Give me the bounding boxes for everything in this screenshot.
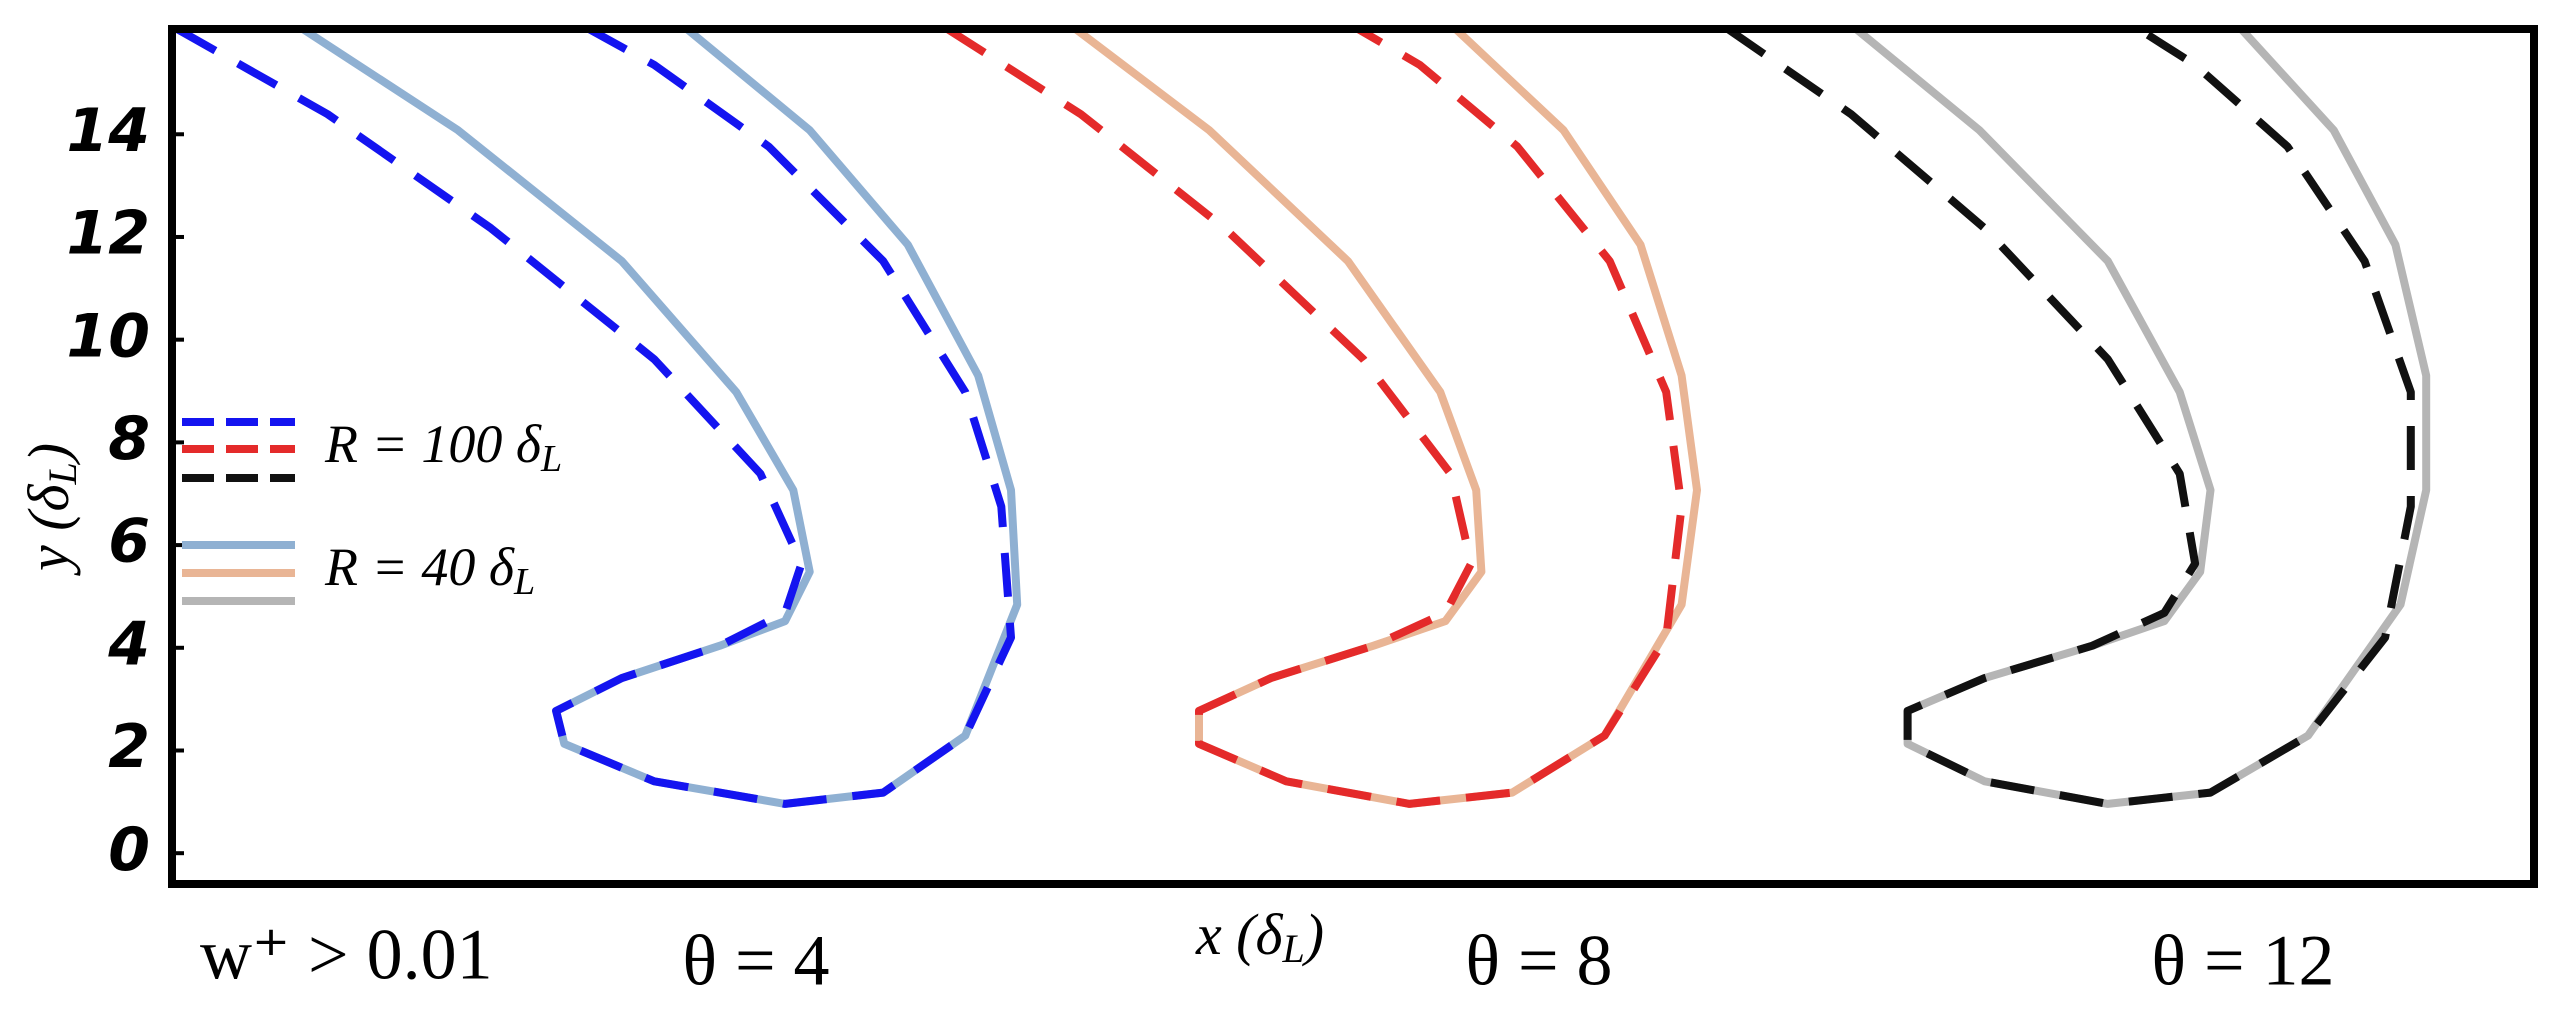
curve (298, 29, 1022, 808)
legend-label-main: R = 40 δ (324, 537, 515, 597)
annotation: w⁺ > 0.01 (200, 915, 493, 995)
y-tick-label: 2 (108, 712, 150, 782)
y-tick-label: 8 (108, 404, 150, 474)
y-label-sub: L (40, 462, 85, 485)
y-tick-label: 14 (67, 96, 151, 166)
y-tick-label: 4 (107, 609, 150, 679)
legend-label: R = 100 δL (324, 414, 562, 479)
curve (1725, 29, 2415, 808)
annotation: θ = 4 (682, 921, 829, 1001)
legend-label-sub: L (540, 438, 562, 480)
plot-frame (168, 25, 2538, 888)
curve (1852, 29, 2431, 808)
x-axis-label: x (δL) (1195, 902, 1324, 971)
y-tick-label: 0 (108, 815, 150, 885)
legend-label: R = 40 δL (324, 537, 535, 602)
plot-area (175, 29, 2431, 808)
curve (175, 29, 1015, 808)
curve (1071, 29, 1701, 808)
y-tick-label: 10 (67, 301, 151, 371)
x-label-end: ) (1302, 902, 1324, 967)
annotation: θ = 8 (1465, 921, 1612, 1001)
legend-label-sub: L (513, 561, 535, 603)
y-tick-label: 12 (67, 199, 151, 269)
annotation: θ = 12 (2151, 921, 2334, 1001)
y-label-end: ) (16, 443, 81, 465)
x-label-main: x (δ (1195, 902, 1284, 967)
x-label-sub: L (1281, 926, 1304, 971)
y-tick-label: 6 (108, 507, 150, 577)
legend-label-main: R = 100 δ (324, 414, 542, 474)
y-axis-label: y (δL) (16, 443, 85, 576)
curve (945, 29, 1686, 808)
y-label-main: y (δ (16, 483, 81, 576)
